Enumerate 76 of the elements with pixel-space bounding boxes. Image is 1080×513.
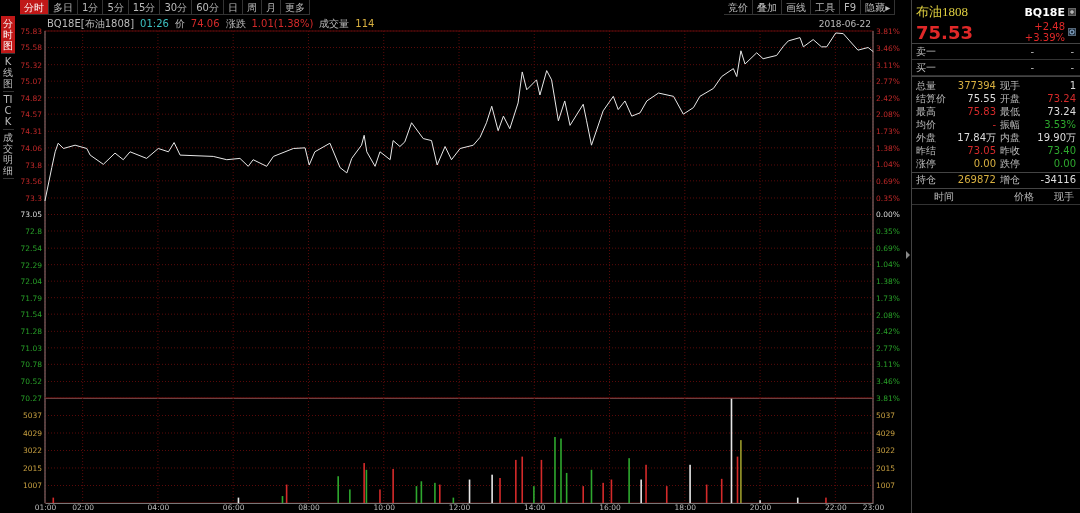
- text: 隐藏▸: [861, 0, 896, 14]
- text: 振幅: [999, 118, 1021, 131]
- text: 成交明细: [2, 130, 14, 179]
- text: 269872: [956, 173, 996, 186]
- text: 最低: [999, 105, 1021, 118]
- text: 买一: [916, 61, 937, 75]
- text: 377394: [956, 79, 996, 92]
- text: -: [1069, 61, 1074, 75]
- text: 竞价: [724, 0, 753, 14]
- text: 19.90万: [1036, 131, 1076, 144]
- text: 卖一: [916, 45, 937, 59]
- text: 更多: [280, 0, 310, 14]
- text: 17.84万: [956, 131, 996, 144]
- text: +2.48: [1033, 21, 1065, 32]
- text: 价格: [1013, 190, 1034, 204]
- text: 0.00: [972, 157, 996, 170]
- text: +3.39%: [1024, 32, 1065, 43]
- text: -: [991, 118, 996, 131]
- text: 0.00: [1052, 157, 1076, 170]
- text: 叠加: [753, 0, 782, 14]
- text: TICK: [2, 92, 14, 130]
- text: 日: [223, 0, 243, 14]
- text: 30分: [160, 0, 193, 14]
- text: 73.24: [1046, 92, 1076, 105]
- text: 涨停: [916, 157, 937, 170]
- text: 工具: [811, 0, 840, 14]
- text: 73.40: [1046, 144, 1076, 157]
- text: -: [1029, 61, 1034, 75]
- text: 结算价: [916, 92, 947, 105]
- text: 1: [1068, 79, 1076, 92]
- text: F9: [840, 0, 862, 14]
- text: 均价: [916, 118, 937, 131]
- text: 01:26: [140, 18, 169, 29]
- text: 昨结: [916, 144, 937, 157]
- text: 增仓: [999, 173, 1021, 186]
- text: 75.83: [966, 105, 996, 118]
- text: -34116: [1039, 173, 1076, 186]
- text: BQ18E[布油1808]: [47, 18, 135, 29]
- text: 成交量: [319, 18, 350, 29]
- text: 5分: [103, 0, 129, 14]
- text: 分时图: [1, 16, 15, 54]
- text: 73.24: [1046, 105, 1076, 118]
- text: 总量: [916, 79, 937, 92]
- text: 昨收: [999, 144, 1021, 157]
- text: -: [1029, 45, 1034, 59]
- text: -: [1069, 45, 1074, 59]
- text: 涨跌: [225, 18, 246, 29]
- text: 布油1808: [916, 3, 968, 21]
- text: 1分: [78, 0, 104, 14]
- text: 75.53: [916, 21, 973, 43]
- text: 持仓: [916, 173, 937, 186]
- text: 多日: [49, 0, 78, 14]
- text: 周: [242, 0, 262, 14]
- text: 分时: [20, 0, 49, 14]
- text: 60分: [192, 0, 224, 14]
- text: K线图: [2, 54, 14, 92]
- text: 时间: [933, 190, 955, 204]
- text: 114: [355, 18, 375, 29]
- text: 跌停: [999, 157, 1021, 170]
- text: 15分: [128, 0, 161, 14]
- text: 1.01(1.38%): [251, 18, 314, 29]
- text: 75.55: [966, 92, 996, 105]
- text: 开盘: [999, 92, 1021, 105]
- text: 画线: [782, 0, 811, 14]
- text: 现手: [1053, 190, 1074, 204]
- text: 2018-06-22: [818, 19, 871, 29]
- text: 最高: [916, 105, 937, 118]
- text: 73.05: [966, 144, 996, 157]
- text: 价: [173, 18, 185, 29]
- text: 外盘: [916, 131, 937, 144]
- text: 内盘: [999, 131, 1021, 144]
- text: 月: [261, 0, 281, 14]
- text: 现手: [999, 79, 1021, 92]
- text: 3.53%: [1043, 118, 1076, 131]
- text: BQ18E: [1024, 5, 1065, 19]
- text: 74.06: [190, 18, 220, 29]
